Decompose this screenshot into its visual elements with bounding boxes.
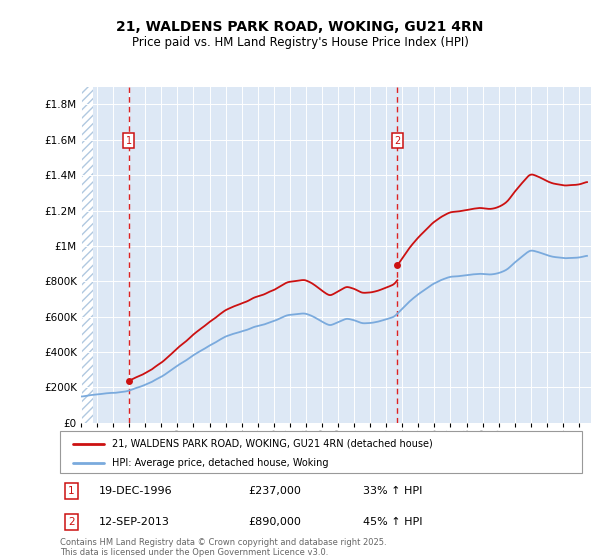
Text: £237,000: £237,000 xyxy=(248,486,301,496)
Text: 21, WALDENS PARK ROAD, WOKING, GU21 4RN (detached house): 21, WALDENS PARK ROAD, WOKING, GU21 4RN … xyxy=(112,439,433,449)
Text: HPI: Average price, detached house, Woking: HPI: Average price, detached house, Woki… xyxy=(112,458,329,468)
Text: £890,000: £890,000 xyxy=(248,517,301,527)
Text: 2: 2 xyxy=(68,517,75,527)
Text: 45% ↑ HPI: 45% ↑ HPI xyxy=(363,517,422,527)
Text: 1: 1 xyxy=(68,486,75,496)
FancyBboxPatch shape xyxy=(60,431,582,473)
Text: 12-SEP-2013: 12-SEP-2013 xyxy=(99,517,170,527)
Text: Contains HM Land Registry data © Crown copyright and database right 2025.
This d: Contains HM Land Registry data © Crown c… xyxy=(60,538,386,557)
Text: Price paid vs. HM Land Registry's House Price Index (HPI): Price paid vs. HM Land Registry's House … xyxy=(131,36,469,49)
Text: 1: 1 xyxy=(125,136,131,146)
Text: 19-DEC-1996: 19-DEC-1996 xyxy=(99,486,173,496)
Text: 33% ↑ HPI: 33% ↑ HPI xyxy=(363,486,422,496)
Text: 21, WALDENS PARK ROAD, WOKING, GU21 4RN: 21, WALDENS PARK ROAD, WOKING, GU21 4RN xyxy=(116,20,484,34)
Text: 2: 2 xyxy=(394,136,401,146)
